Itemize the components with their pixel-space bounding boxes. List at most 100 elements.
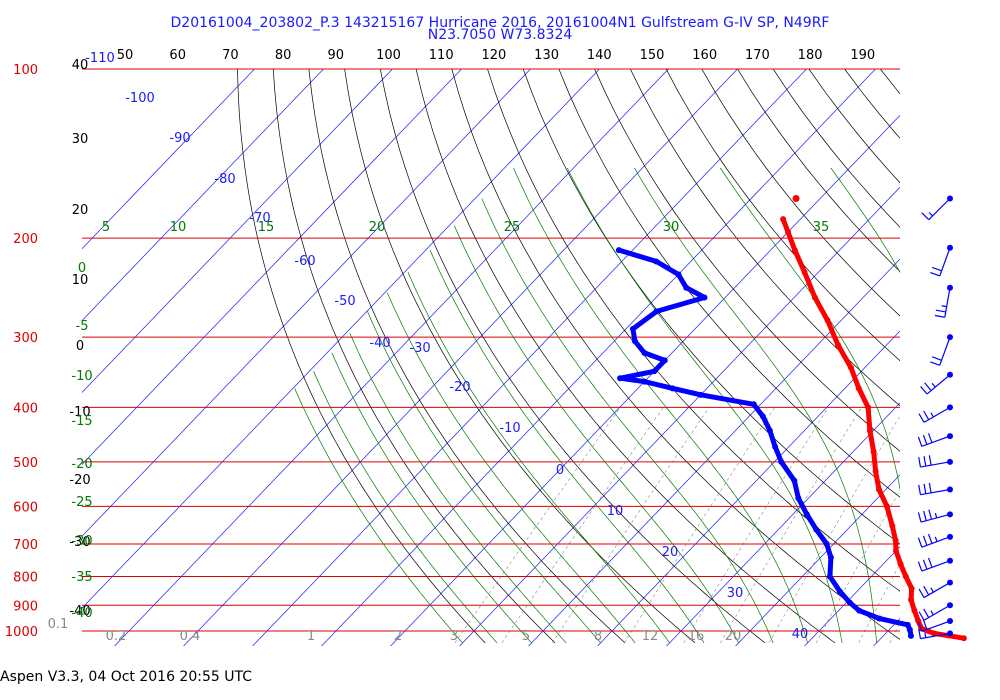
isotherm-line [183, 69, 738, 646]
dewpoint-profile-point [683, 284, 690, 291]
wind-barb-feather [930, 610, 934, 616]
left-moist-label: 0 [78, 261, 86, 276]
dewpoint-profile-point [772, 443, 779, 450]
isotherm-label: 10 [607, 504, 624, 519]
wind-barb-feather [927, 433, 933, 443]
dry-adiabat-line [415, 69, 836, 644]
wind-barb-feather [918, 628, 922, 639]
dewpoint-profile-point [759, 413, 766, 420]
moist-adiabat-line [513, 167, 808, 644]
moist-adiabat-line [454, 225, 739, 644]
sounding-profiles [615, 195, 967, 642]
wind-barb-feather [935, 309, 946, 313]
wind-barb-feather [917, 621, 923, 632]
wind-barb-staff [923, 582, 951, 599]
moist-adiabat-line [481, 198, 774, 644]
isotherm-line [82, 69, 393, 393]
top-tick-label: 120 [481, 48, 506, 63]
top-tick-label: 190 [850, 48, 875, 63]
left-moist-label: -35 [71, 570, 92, 585]
dewpoint-profile-point [803, 511, 810, 518]
dewpoint-profile-point [846, 599, 853, 606]
mixing-ratio-label: 0.1 [48, 617, 69, 632]
wind-barb-feather [928, 509, 933, 520]
wind-barb-feather [917, 512, 922, 523]
pressure-tick-label: 500 [13, 456, 38, 471]
dewpoint-profile-point [904, 621, 911, 628]
isotherm-line [82, 69, 324, 322]
left-dry-label: 40 [72, 58, 89, 73]
isotherm-label: -60 [294, 254, 315, 269]
moist-adiabat-line [349, 332, 567, 644]
temperature-profile-point [915, 618, 922, 625]
temperature-profile-point [824, 317, 831, 324]
isobars [82, 68, 900, 632]
wind-barb-feather [922, 559, 928, 570]
dewpoint-profile-point [675, 271, 682, 278]
wind-barb-feather [923, 608, 930, 618]
dewpoint-profile-point [778, 458, 785, 465]
temperature-profile-point [889, 522, 896, 529]
mixing-ratio-label: 1 [307, 629, 315, 644]
temperature-profile-point [930, 630, 937, 637]
dewpoint-profile-point [615, 247, 622, 254]
background-grid [82, 69, 1000, 646]
isotherm-line [252, 69, 807, 646]
wind-barb-staff [923, 604, 951, 621]
wind-barb-feather [923, 585, 930, 596]
pressure-tick-label: 600 [13, 500, 38, 515]
dewpoint-profile-point [823, 540, 830, 547]
wind-barb [918, 579, 953, 599]
mixing-ratio-line [768, 415, 900, 644]
temperature-profile-point [870, 448, 877, 455]
wind-barb-feather [922, 619, 928, 630]
isotherm-line [114, 69, 669, 646]
isotherm-label: -90 [169, 131, 190, 146]
left-dry-label: -30 [69, 535, 90, 550]
temperature-profile-point [908, 596, 915, 603]
left-moist-label: -20 [71, 457, 92, 472]
dry-adiabat-line [487, 69, 900, 592]
wind-barb [917, 618, 953, 632]
wind-barb-feather [931, 382, 936, 388]
left-moist-label: -15 [71, 414, 92, 429]
wind-barb [917, 509, 953, 523]
top-moist-label: 35 [813, 220, 830, 235]
moist-adiabat-line [313, 371, 498, 644]
mixing-ratio-label: 20 [725, 629, 742, 644]
left-dry-label: -10 [69, 405, 90, 420]
top-moist-label: 30 [663, 220, 680, 235]
wind-barb-feather [941, 305, 947, 308]
dewpoint-profile-point [876, 615, 883, 622]
mixing-ratio-label: 0.2 [106, 629, 127, 644]
top-moist-label: 25 [504, 220, 521, 235]
wind-barb-staff [921, 560, 951, 572]
top-moist-label: 20 [369, 220, 386, 235]
wind-barb-feather [917, 537, 923, 548]
temperature-profile-point [892, 537, 899, 544]
wind-barb-feather [934, 536, 938, 542]
dewpoint-profile-point [653, 258, 660, 265]
wind-barb-staff [939, 247, 951, 277]
dry-adiabat-line [558, 69, 900, 498]
wind-barb-feather [921, 212, 930, 221]
wind-barb-staff [921, 435, 951, 447]
top-moist-label: 5 [102, 220, 110, 235]
isotherm-line [82, 69, 531, 537]
temperature-profile-point [847, 364, 854, 371]
left-dry-label: 30 [72, 132, 89, 147]
dry-adiabat-line [988, 69, 1000, 643]
wind-barb-feather [918, 484, 922, 495]
wind-barb-feather [924, 632, 927, 638]
moist-adiabat-line [386, 292, 636, 644]
left-dry-label: 0 [76, 339, 84, 354]
wind-barb-feather [917, 561, 923, 572]
left-moist-label: -30 [71, 534, 92, 549]
top-tick-label: 60 [169, 48, 186, 63]
top-tick-label: 170 [745, 48, 770, 63]
wind-barb [917, 533, 953, 548]
mixing-ratio-line [552, 407, 710, 644]
top-moist-label: 15 [258, 220, 275, 235]
temperature-profile-point [791, 247, 798, 254]
isotherm-label: -50 [334, 294, 355, 309]
